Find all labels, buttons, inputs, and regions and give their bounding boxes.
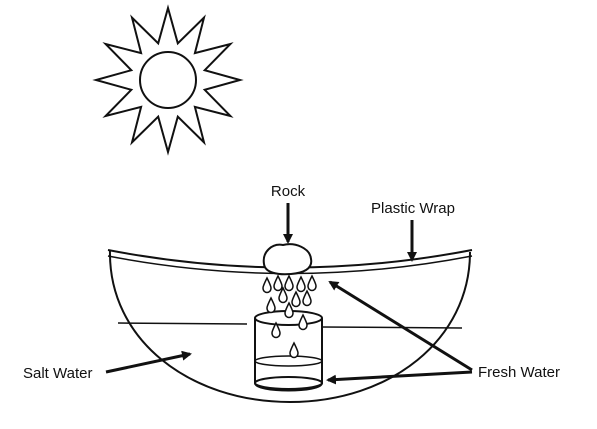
water-droplet-icon	[289, 341, 299, 359]
water-droplet-icon	[273, 274, 283, 292]
fresh-water-arrow-upper	[328, 280, 473, 372]
salt-water-surface	[117, 322, 463, 329]
fresh-water-label: Fresh Water	[478, 364, 560, 381]
water-droplet-icon	[271, 321, 281, 339]
bowl-outline	[108, 249, 471, 404]
salt-water-label: Salt Water	[23, 365, 92, 382]
fresh-water-level	[254, 355, 323, 367]
plastic-wrap-label: Plastic Wrap	[371, 200, 455, 217]
collecting-cup	[254, 310, 323, 392]
water-droplet-icon	[262, 276, 272, 294]
water-droplet-icon	[284, 301, 294, 319]
sun-icon	[92, 4, 244, 156]
water-droplet-icon	[284, 274, 294, 292]
water-droplet-icon	[296, 275, 306, 293]
bowl	[108, 249, 471, 404]
fresh-water-arrow-lower	[326, 370, 473, 385]
water-droplets	[262, 274, 317, 359]
water-droplet-icon	[298, 313, 308, 331]
water-droplet-icon	[266, 296, 276, 314]
water-droplet-icon	[307, 274, 317, 292]
rock-label: Rock	[271, 183, 306, 200]
water-droplet-icon	[302, 289, 312, 307]
rock-icon	[262, 243, 313, 276]
salt-water-arrow	[105, 350, 192, 374]
water-droplet-icon	[278, 286, 288, 304]
water-droplet-icon	[291, 290, 301, 308]
